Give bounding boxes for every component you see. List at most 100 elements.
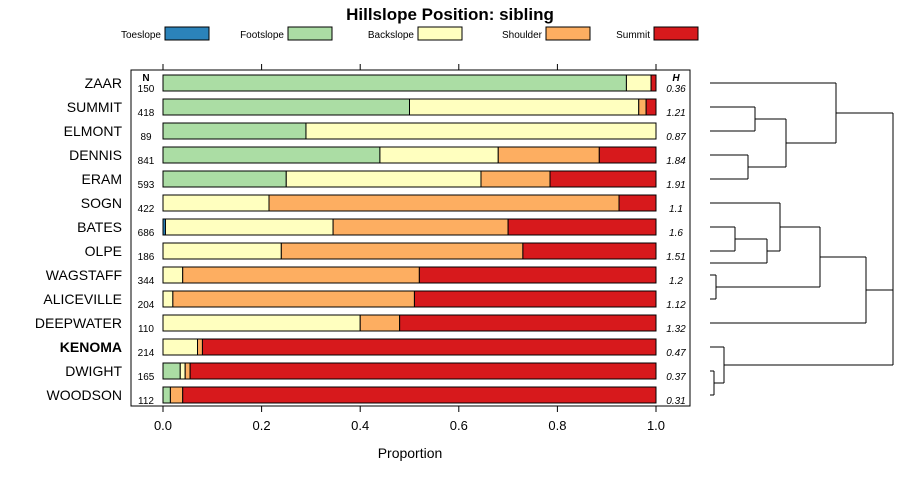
row-label: OLPE <box>85 243 122 259</box>
row-label: SUMMIT <box>67 99 123 115</box>
bar-row-elmont: ELMONT 89 0.87 <box>64 122 686 143</box>
bar-segment-backslope <box>305 122 657 140</box>
bar-segment-backslope <box>164 218 334 236</box>
bar-row-wagstaff: WAGSTAFF 344 1.2 <box>46 266 683 287</box>
bar-segment-footslope <box>162 74 627 92</box>
legend-label-summit: Summit <box>616 30 650 41</box>
row-n: 214 <box>138 348 155 359</box>
x-tick-label: 1.0 <box>647 418 665 433</box>
row-h: 1.91 <box>666 180 685 191</box>
row-n: 150 <box>138 84 155 95</box>
row-n: 593 <box>138 180 155 191</box>
x-tick-label: 0.6 <box>450 418 468 433</box>
row-label: WOODSON <box>47 387 122 403</box>
legend-label-shoulder: Shoulder <box>502 30 543 41</box>
row-n: 112 <box>138 396 154 407</box>
h-column-header: H <box>672 73 680 84</box>
bar-segment-backslope <box>285 170 482 188</box>
row-h: 0.31 <box>666 396 685 407</box>
bar-segment-shoulder <box>172 290 415 308</box>
bar-row-sogn: SOGN 422 1.1 <box>81 194 683 215</box>
row-h: 1.12 <box>666 300 686 311</box>
row-h: 1.2 <box>669 276 683 287</box>
bar-segment-summit <box>413 290 657 308</box>
row-h: 1.84 <box>666 156 686 167</box>
row-h: 1.1 <box>669 204 683 215</box>
plot-panel <box>130 69 691 407</box>
row-n: 165 <box>138 372 155 383</box>
row-label: DWIGHT <box>65 363 122 379</box>
chart-title: Hillslope Position: sibling <box>346 5 554 24</box>
bar-segment-summit <box>598 146 657 164</box>
bar-rows: ZAAR 150 0.36 SUMMIT 418 1.21 ELMONT 89 0.87 DENN… <box>35 74 686 407</box>
bar-segment-backslope <box>379 146 499 164</box>
row-h: 1.6 <box>669 228 683 239</box>
bar-segment-summit <box>507 218 657 236</box>
row-n: 89 <box>140 132 152 143</box>
legend-swatch-toeslope <box>164 26 210 41</box>
row-label: ELMONT <box>64 123 123 139</box>
row-n: 686 <box>138 228 155 239</box>
bar-segment-summit <box>522 242 657 260</box>
bar-segment-backslope <box>162 338 199 356</box>
bar-segment-footslope <box>162 386 171 404</box>
legend-label-backslope: Backslope <box>368 30 415 41</box>
row-n: 422 <box>138 204 155 215</box>
row-h: 1.32 <box>666 324 686 335</box>
bar-row-eram: ERAM 593 1.91 <box>82 170 686 191</box>
bar-segment-summit <box>618 194 657 212</box>
bar-segment-footslope <box>162 362 181 380</box>
dendrogram-branch <box>710 113 894 396</box>
x-axis: 0.0 0.2 0.4 0.6 0.8 1.0 <box>154 64 665 433</box>
bar-segment-footslope <box>162 170 287 188</box>
bar-segment-shoulder <box>197 338 203 356</box>
bar-segment-backslope <box>179 362 186 380</box>
bar-row-bates: BATES 686 1.6 <box>77 218 683 239</box>
bar-row-aliceville: ALICEVILLE 204 1.12 <box>43 290 686 311</box>
bar-segment-shoulder <box>359 314 401 332</box>
bar-segment-backslope <box>162 242 282 260</box>
bar-segment-summit <box>418 266 657 284</box>
row-h: 1.21 <box>666 108 685 119</box>
bar-segment-shoulder <box>280 242 524 260</box>
row-label: ZAAR <box>85 75 122 91</box>
bar-segment-backslope <box>162 314 361 332</box>
legend-swatch-summit <box>653 26 699 41</box>
x-tick-label: 0.8 <box>548 418 566 433</box>
bar-row-zaar: ZAAR 150 0.36 <box>85 74 686 95</box>
row-h: 1.51 <box>666 252 685 263</box>
bar-segment-shoulder <box>268 194 620 212</box>
bar-segment-shoulder <box>638 98 647 116</box>
bar-segment-summit <box>189 362 657 380</box>
x-axis-label: Proportion <box>378 445 443 461</box>
dendrogram <box>710 82 894 396</box>
bar-segment-shoulder <box>184 362 191 380</box>
bar-segment-shoulder <box>169 386 184 404</box>
bar-row-olpe: OLPE 186 1.51 <box>85 242 686 263</box>
legend-swatch-shoulder <box>545 26 591 41</box>
row-h: 0.47 <box>666 348 686 359</box>
bar-segment-backslope <box>162 290 174 308</box>
bar-segment-shoulder <box>497 146 600 164</box>
legend-swatch-footslope <box>287 26 333 41</box>
bar-segment-summit <box>182 386 657 404</box>
legend-label-footslope: Footslope <box>240 30 284 41</box>
x-tick-label: 0.2 <box>253 418 271 433</box>
dendrogram-branch <box>710 202 893 324</box>
n-column-header: N <box>142 73 149 84</box>
legend-swatch-backslope <box>417 26 463 41</box>
bar-segment-backslope <box>162 266 184 284</box>
bar-row-deepwater: DEEPWATER 110 1.32 <box>35 314 686 335</box>
row-n: 841 <box>138 156 155 167</box>
row-n: 418 <box>138 108 155 119</box>
bar-row-kenoma: KENOMA 214 0.47 <box>60 338 686 359</box>
bar-segment-summit <box>399 314 657 332</box>
legend: Toeslope Footslope Backslope Shoulder Summit <box>121 26 699 41</box>
bar-segment-footslope <box>162 122 307 140</box>
row-n: 186 <box>138 252 155 263</box>
bar-row-summit: SUMMIT 418 1.21 <box>67 98 686 119</box>
row-n: 344 <box>138 276 155 287</box>
bar-segment-backslope <box>625 74 652 92</box>
bar-row-dwight: DWIGHT 165 0.37 <box>65 362 686 383</box>
